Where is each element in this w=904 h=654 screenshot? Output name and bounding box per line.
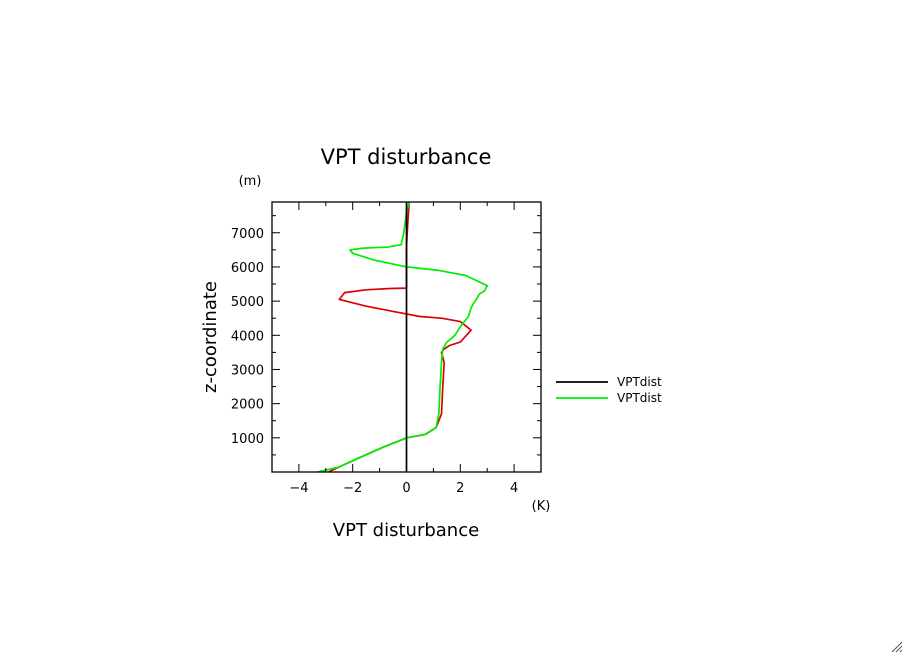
legend: VPTdist VPTdist <box>556 375 662 405</box>
chart-title: VPT disturbance <box>321 145 492 169</box>
resize-grip-icon[interactable] <box>891 641 903 653</box>
x-axis-label: VPT disturbance <box>333 520 479 541</box>
x-tick-label: 4 <box>510 481 518 496</box>
ticks-layer: −4 −2 0 2 4 1000 2000 3000 4000 5000 6000 7000 <box>231 202 542 496</box>
y-tick-label: 5000 <box>231 295 264 310</box>
x-tick-label: 0 <box>402 481 410 496</box>
x-unit-label: (K) <box>532 499 551 514</box>
series-line-1 <box>328 201 472 473</box>
legend-label: VPTdist <box>617 391 662 405</box>
x-tick-label: −2 <box>343 481 362 496</box>
series-layer <box>317 201 489 473</box>
y-tick-label: 2000 <box>231 398 264 413</box>
y-tick-label: 3000 <box>231 363 264 378</box>
y-axis-label: z-coordinate <box>200 281 221 393</box>
legend-label: VPTdist <box>617 375 662 389</box>
x-tick-label: −4 <box>289 481 308 496</box>
y-unit-label: (m) <box>239 174 262 189</box>
y-tick-label: 1000 <box>231 432 264 447</box>
plot-area: −4 −2 0 2 4 1000 2000 3000 4000 5000 6000 7000 <box>231 201 542 496</box>
y-tick-label: 7000 <box>231 227 264 242</box>
y-tick-label: 4000 <box>231 329 264 344</box>
x-tick-label: 2 <box>456 481 464 496</box>
series-line-2 <box>317 201 489 473</box>
y-tick-label: 6000 <box>231 261 264 276</box>
